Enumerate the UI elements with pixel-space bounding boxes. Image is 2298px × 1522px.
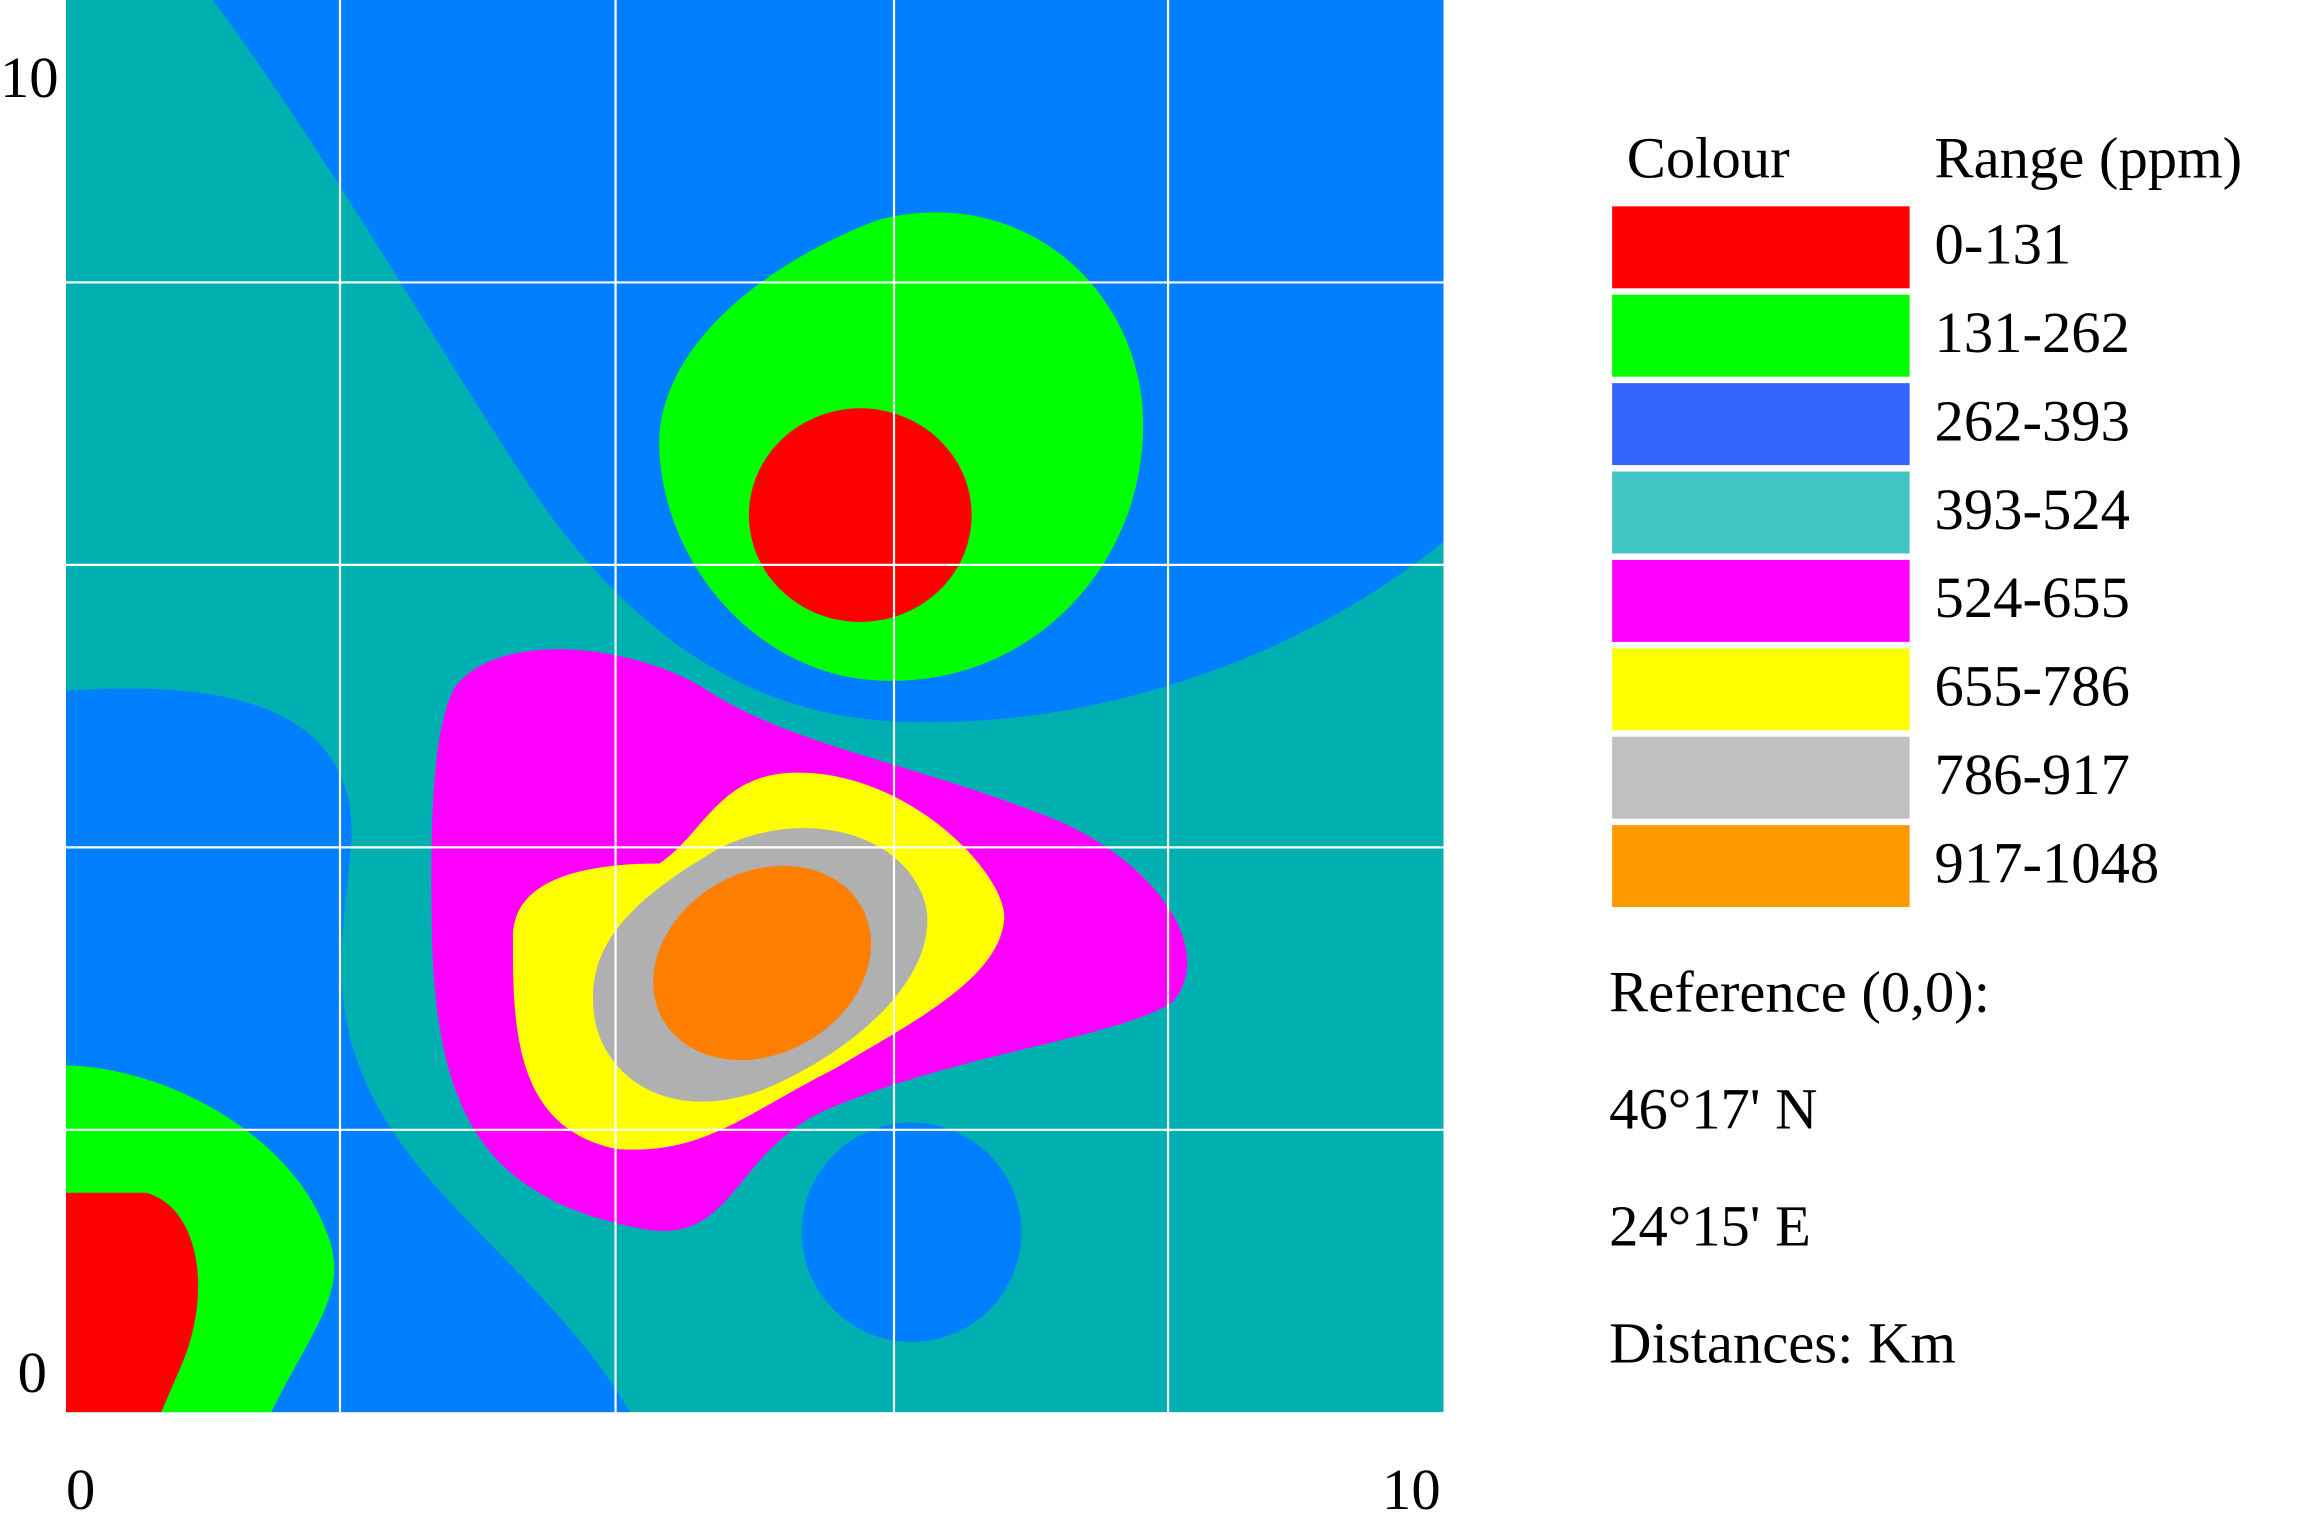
note: Reference (0,0): [1609, 960, 1990, 1025]
y-tick-label: 10 [0, 45, 59, 110]
contour-map [65, 0, 1444, 1413]
legend-swatch [1612, 471, 1910, 554]
legend-range: 393-524 [1935, 477, 2130, 542]
legend-range: 917-1048 [1935, 830, 2160, 895]
legend-range: 524-655 [1935, 565, 2130, 630]
note: 24°15' E [1609, 1194, 1811, 1259]
contour-region [801, 1122, 1022, 1342]
x-tick-label: 10 [1382, 1457, 1441, 1522]
legend-range: 0-131 [1935, 212, 2072, 277]
notes: Reference (0,0): 46°17' N 24°15' E Distance… [1609, 960, 1990, 1376]
contour-region [748, 408, 972, 622]
legend-range: 262-393 [1935, 389, 2130, 454]
legend-swatch [1612, 736, 1910, 819]
note: 46°17' N [1609, 1077, 1817, 1142]
contour-region [653, 865, 872, 1061]
legend-range: 786-917 [1935, 742, 2130, 807]
note: Distances: Km [1609, 1311, 1956, 1376]
legend-header: Colour [1627, 125, 1790, 190]
legend: 0-131 131-262 262-393 393-524 524-655 655-786… [1612, 206, 2160, 908]
y-tick-label: 0 [18, 1340, 47, 1405]
legend-swatch [1612, 559, 1910, 642]
legend-swatch [1612, 206, 1910, 289]
grid [65, 0, 1444, 1413]
legend-swatch [1612, 383, 1910, 466]
legend-range: 655-786 [1935, 654, 2130, 719]
legend-swatch [1612, 648, 1910, 731]
x-tick-label: 0 [66, 1457, 95, 1522]
legend-range: 131-262 [1935, 300, 2130, 365]
contour-region [65, 1192, 199, 1413]
legend-swatch [1612, 294, 1910, 377]
legend-header: Range (ppm) [1935, 125, 2243, 190]
legend-swatch [1612, 825, 1910, 908]
